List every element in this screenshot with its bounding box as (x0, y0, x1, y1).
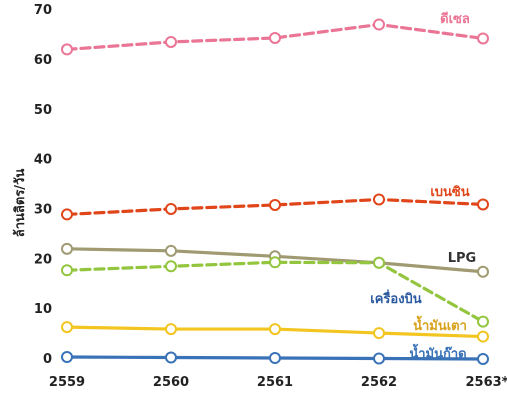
series-point-2-4 (478, 267, 488, 277)
series-point-0-0 (62, 44, 72, 54)
x-tick-label-2: 2561 (257, 375, 293, 390)
y-tick-label-0: 0 (43, 352, 52, 367)
series-point-5-0 (62, 352, 72, 362)
series-point-1-2 (270, 200, 280, 210)
series-point-5-3 (374, 353, 384, 363)
series-point-4-0 (62, 322, 72, 332)
series-point-5-2 (270, 353, 280, 363)
series-point-3-0 (62, 265, 72, 275)
series-point-3-3 (374, 258, 384, 268)
y-tick-label-2: 20 (34, 252, 52, 267)
series-label-1: เบนซิน (430, 185, 469, 200)
series-point-0-2 (270, 33, 280, 43)
y-tick-label-1: 10 (34, 302, 52, 317)
series-label-3: เครื่องบิน (370, 289, 422, 307)
series-point-3-1 (166, 261, 176, 271)
series-point-1-3 (374, 194, 384, 204)
series-point-0-1 (166, 37, 176, 47)
y-tick-label-4: 40 (34, 153, 52, 168)
series-lines (67, 25, 483, 359)
series-point-4-2 (270, 324, 280, 334)
series-point-1-0 (62, 209, 72, 219)
series-point-4-1 (166, 324, 176, 334)
series-point-2-1 (166, 246, 176, 256)
y-tick-label-7: 70 (34, 3, 52, 18)
series-point-3-2 (270, 257, 280, 267)
y-tick-label-5: 50 (34, 103, 52, 118)
series-point-1-1 (166, 204, 176, 214)
y-tick-label-6: 60 (34, 53, 52, 68)
series-point-1-4 (478, 199, 488, 209)
series-points (62, 20, 488, 364)
y-axis-title: ล้านลิตร/วัน (12, 169, 28, 238)
series-point-5-1 (166, 353, 176, 363)
series-label-2: LPG (448, 251, 476, 266)
x-tick-label-4: 2563* (466, 375, 507, 390)
series-point-4-3 (374, 328, 384, 338)
series-point-3-4 (478, 317, 488, 327)
x-tick-label-3: 2562 (361, 375, 397, 390)
series-label-4: น้ำมันเตา (413, 315, 467, 334)
y-tick-label-3: 30 (34, 202, 52, 217)
series-point-4-4 (478, 332, 488, 342)
series-point-2-0 (62, 244, 72, 254)
x-tick-label-1: 2560 (153, 375, 189, 390)
series-point-5-4 (478, 354, 488, 364)
series-label-0: ดีเซล (440, 11, 470, 27)
series-point-0-3 (374, 20, 384, 30)
series-point-0-4 (478, 33, 488, 43)
x-tick-label-0: 2559 (49, 375, 85, 390)
series-label-5: น้ำมันก๊าด (409, 343, 466, 362)
